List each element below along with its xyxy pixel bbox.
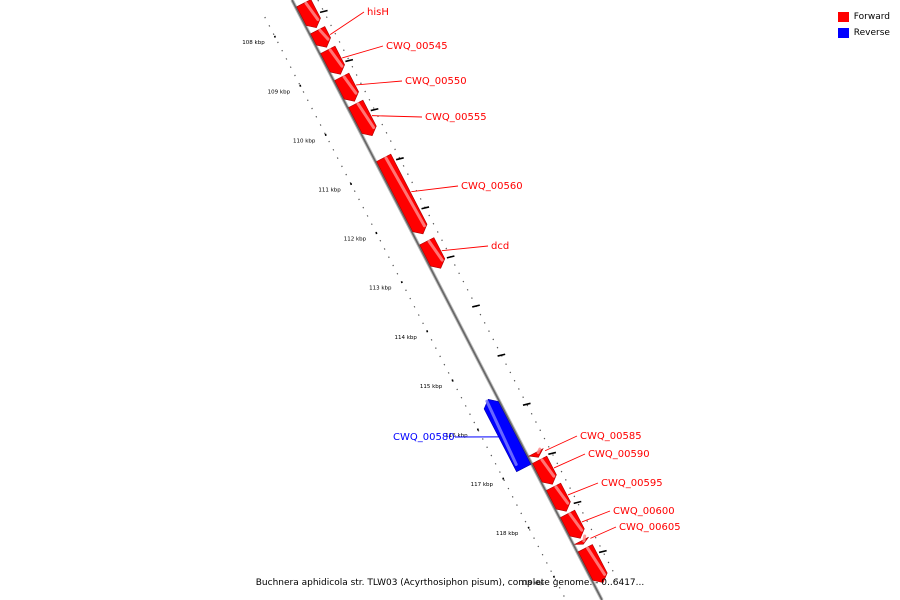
gene-label-leader bbox=[356, 80, 403, 86]
major-tick-right bbox=[345, 58, 354, 63]
major-tick-right bbox=[548, 451, 557, 456]
gene-highlight bbox=[356, 102, 376, 130]
gene-highlight bbox=[318, 28, 330, 41]
gene-arrow bbox=[334, 72, 359, 102]
gene-arrow bbox=[296, 0, 321, 29]
gene-arrow bbox=[419, 237, 446, 269]
gene-highlight bbox=[536, 447, 542, 454]
gene-arrow bbox=[577, 544, 608, 583]
gene-label-leader bbox=[544, 435, 578, 452]
major-tick-right bbox=[598, 549, 607, 554]
gene-arrow bbox=[376, 153, 428, 235]
gene-highlight bbox=[304, 1, 320, 22]
gene-label: CWQ_00585 bbox=[580, 431, 642, 442]
gene-label-leader bbox=[581, 510, 611, 523]
gene-arrow bbox=[348, 99, 377, 137]
tick-label: 115 kbp bbox=[420, 384, 443, 390]
tick-label: 114 kbp bbox=[394, 335, 417, 341]
gene-label-leader bbox=[553, 453, 586, 469]
forward-swatch bbox=[837, 12, 849, 22]
gene-arrow bbox=[320, 45, 345, 75]
gene-label: CWQ_00545 bbox=[386, 41, 448, 52]
major-tick-right bbox=[573, 500, 582, 505]
gene-label-leader bbox=[342, 45, 384, 59]
gene-label-leader bbox=[590, 526, 617, 539]
tick-label: 110 kbp bbox=[293, 138, 316, 144]
genome-caption: Buchnera aphidicola str. TLW03 (Acyrthos… bbox=[255, 578, 645, 588]
gene-label: CWQ_00595 bbox=[601, 478, 663, 489]
legend: Forward Reverse bbox=[837, 9, 890, 41]
tick-label: 113 kbp bbox=[369, 286, 392, 292]
tick-label: 111 kbp bbox=[318, 187, 341, 193]
major-tick-right bbox=[472, 304, 480, 308]
major-tick-right bbox=[522, 402, 531, 406]
gene-arrow bbox=[546, 482, 571, 512]
gene-label: dcd bbox=[491, 241, 509, 252]
gene-label-leader bbox=[567, 482, 599, 496]
gene-highlight bbox=[582, 534, 587, 543]
gene-label: CWQ_00590 bbox=[588, 449, 650, 460]
tick-label: 119 kbp bbox=[521, 580, 544, 586]
major-tick-right bbox=[446, 255, 455, 259]
gene-highlight bbox=[554, 485, 570, 505]
reverse-swatch bbox=[837, 28, 849, 38]
gene-label: CWQ_00555 bbox=[425, 112, 487, 123]
tick-label: 112 kbp bbox=[344, 237, 367, 243]
gene-highlight bbox=[342, 75, 358, 95]
legend-forward-label: Forward bbox=[853, 12, 890, 22]
gene-highlight bbox=[540, 458, 556, 478]
scale-guide-right bbox=[317, 0, 622, 587]
major-tick-right bbox=[370, 107, 379, 112]
major-tick-right bbox=[319, 9, 328, 14]
gene-arrow bbox=[560, 509, 585, 539]
major-tick-right bbox=[497, 353, 506, 357]
gene-arrow bbox=[532, 455, 557, 485]
genome-backbone bbox=[291, 0, 603, 600]
gene-label: CWQ_00600 bbox=[613, 506, 675, 517]
gene-highlight bbox=[485, 399, 518, 466]
gene-label: CWQ_00605 bbox=[619, 522, 681, 533]
gene-highlight bbox=[328, 48, 344, 68]
legend-item-reverse: Reverse bbox=[837, 25, 890, 41]
legend-item-forward: Forward bbox=[837, 9, 890, 25]
gene-label-leader bbox=[411, 185, 459, 193]
gene-arrow bbox=[310, 26, 331, 48]
gene-arrow bbox=[574, 536, 589, 545]
tick-label: 116 kbp bbox=[445, 433, 468, 439]
tick-label: 109 kbp bbox=[268, 89, 291, 95]
major-tick-right bbox=[395, 157, 404, 161]
tick-label: 108 kbp bbox=[242, 40, 265, 46]
gene-label: CWQ_00560 bbox=[461, 181, 523, 192]
gene-highlight bbox=[568, 512, 584, 532]
gene-label-leader bbox=[441, 245, 489, 252]
gene-label-leader bbox=[329, 11, 365, 35]
gene-label: CWQ_00580 bbox=[393, 432, 455, 443]
tick-label: 118 kbp bbox=[496, 531, 519, 537]
scale-guide-left bbox=[264, 16, 567, 600]
gene-label: hisH bbox=[367, 7, 389, 18]
gene-label: CWQ_00550 bbox=[405, 76, 467, 87]
gene-highlight bbox=[427, 239, 444, 262]
gene-highlight bbox=[384, 156, 426, 228]
gene-label-leader bbox=[371, 115, 423, 118]
major-tick-right bbox=[421, 206, 430, 210]
tick-label: 117 kbp bbox=[471, 482, 494, 488]
legend-reverse-label: Reverse bbox=[853, 28, 890, 38]
gene-highlight bbox=[586, 546, 606, 576]
